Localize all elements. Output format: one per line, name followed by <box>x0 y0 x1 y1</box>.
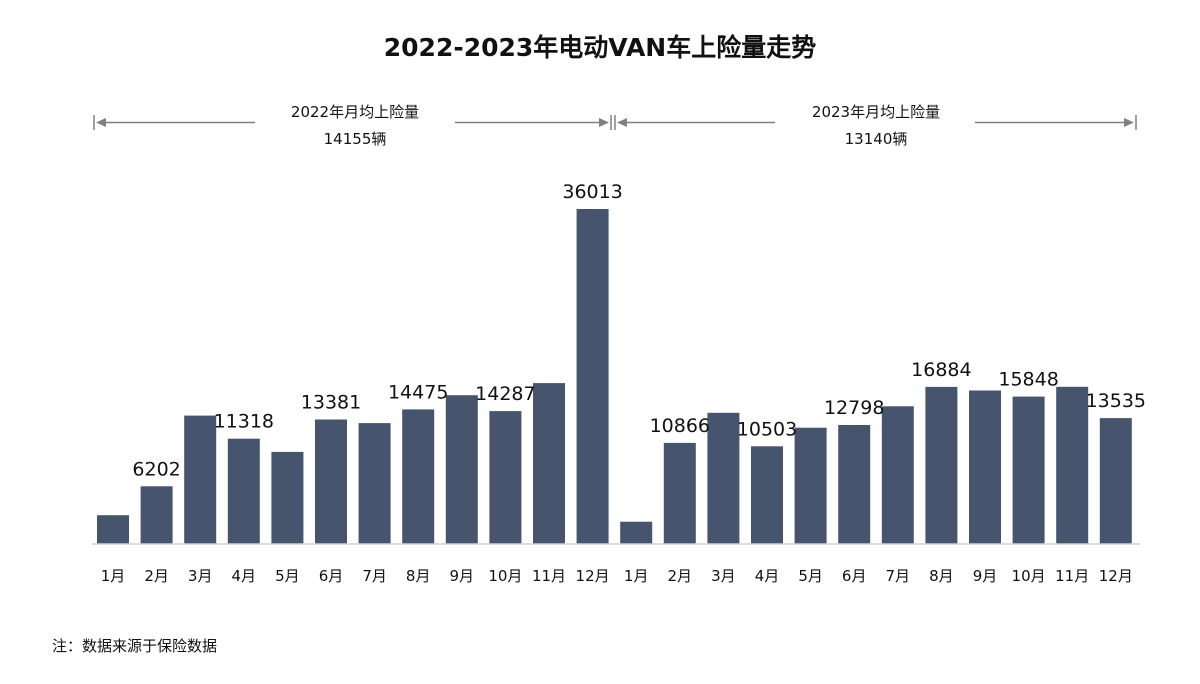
data-label: 14475 <box>388 381 448 403</box>
period-2023-arrow-left-head <box>617 118 627 127</box>
x-tick-label: 4月 <box>232 567 257 585</box>
data-label: 13535 <box>1086 390 1146 412</box>
bar <box>707 412 740 544</box>
period-2022-annotation: 2022年月均上险量 14155辆 <box>93 103 612 148</box>
bar <box>1012 396 1045 544</box>
period-2023-arrow-right-head <box>1124 118 1134 127</box>
x-tick-label: 10月 <box>1012 567 1046 585</box>
data-label: 16884 <box>911 359 971 381</box>
bar <box>1056 386 1089 544</box>
x-tick-label: 2月 <box>144 567 169 585</box>
bar <box>620 521 653 544</box>
x-tick-label: 7月 <box>886 567 911 585</box>
x-tick-label: 6月 <box>842 567 867 585</box>
bar <box>969 390 1001 544</box>
data-label: 14287 <box>475 383 535 405</box>
period-2022-arrow-right-head <box>599 118 609 127</box>
bar <box>576 209 609 544</box>
x-tick-label: 1月 <box>624 567 649 585</box>
data-label: 12798 <box>824 397 884 419</box>
data-label: 15848 <box>998 369 1058 391</box>
bar <box>140 486 173 544</box>
x-tick-label: 6月 <box>319 567 344 585</box>
bar <box>533 383 565 544</box>
x-tick-label: 12月 <box>576 567 610 585</box>
bars-group <box>97 209 1132 544</box>
x-tick-label: 8月 <box>406 567 431 585</box>
period-2022-arrow-left-head <box>96 118 106 127</box>
bar <box>1099 418 1132 544</box>
data-label: 10503 <box>737 418 797 440</box>
bar <box>445 395 478 544</box>
x-tick-label: 7月 <box>362 567 387 585</box>
period-2023-annotation: 2023年月均上险量 13140辆 <box>614 103 1137 148</box>
data-label: 6202 <box>132 458 180 480</box>
x-tick-labels-group: 1月 2月 3月 4月 5月 6月 7月 8月 9月 10月 11月 12月 1月 2月 3月 4月 5月 6月 7… <box>101 567 1133 585</box>
bar <box>227 438 260 544</box>
x-tick-label: 11月 <box>532 567 566 585</box>
x-tick-label: 2月 <box>668 567 693 585</box>
x-tick-label: 5月 <box>275 567 300 585</box>
bar <box>402 409 435 544</box>
x-tick-label: 1月 <box>101 567 126 585</box>
bar <box>271 451 304 544</box>
bar <box>489 411 522 544</box>
data-label: 10866 <box>650 415 710 437</box>
bar <box>358 423 391 544</box>
chart-title: 2022-2023年电动VAN车上险量走势 <box>384 33 816 62</box>
x-tick-label: 10月 <box>488 567 522 585</box>
x-tick-label: 9月 <box>973 567 998 585</box>
bar <box>881 406 914 544</box>
x-tick-label: 5月 <box>798 567 823 585</box>
period-2022-label: 2022年月均上险量 <box>291 103 419 121</box>
x-tick-label: 3月 <box>711 567 736 585</box>
data-label: 36013 <box>562 181 622 203</box>
data-labels-group: 6202 11318 13381 14475 14287 36013 10866 10503 1… <box>132 181 1146 480</box>
period-2023-value: 13140辆 <box>845 130 908 148</box>
bar <box>315 419 347 544</box>
x-tick-label: 11月 <box>1055 567 1089 585</box>
bar <box>663 442 696 544</box>
x-tick-label: 9月 <box>450 567 475 585</box>
bar <box>838 425 871 544</box>
source-note: 注：数据来源于保险数据 <box>52 637 217 655</box>
data-label: 11318 <box>214 411 274 433</box>
x-tick-label: 4月 <box>755 567 780 585</box>
bar <box>751 446 783 544</box>
period-2022-value: 14155辆 <box>324 130 387 148</box>
period-2023-label: 2023年月均上险量 <box>812 103 940 121</box>
data-label: 13381 <box>301 392 361 414</box>
x-tick-label: 12月 <box>1099 567 1133 585</box>
x-tick-label: 3月 <box>188 567 213 585</box>
bar <box>925 386 958 544</box>
x-tick-label: 8月 <box>929 567 954 585</box>
bar <box>97 515 129 544</box>
bar <box>794 427 827 544</box>
bar <box>184 415 217 544</box>
